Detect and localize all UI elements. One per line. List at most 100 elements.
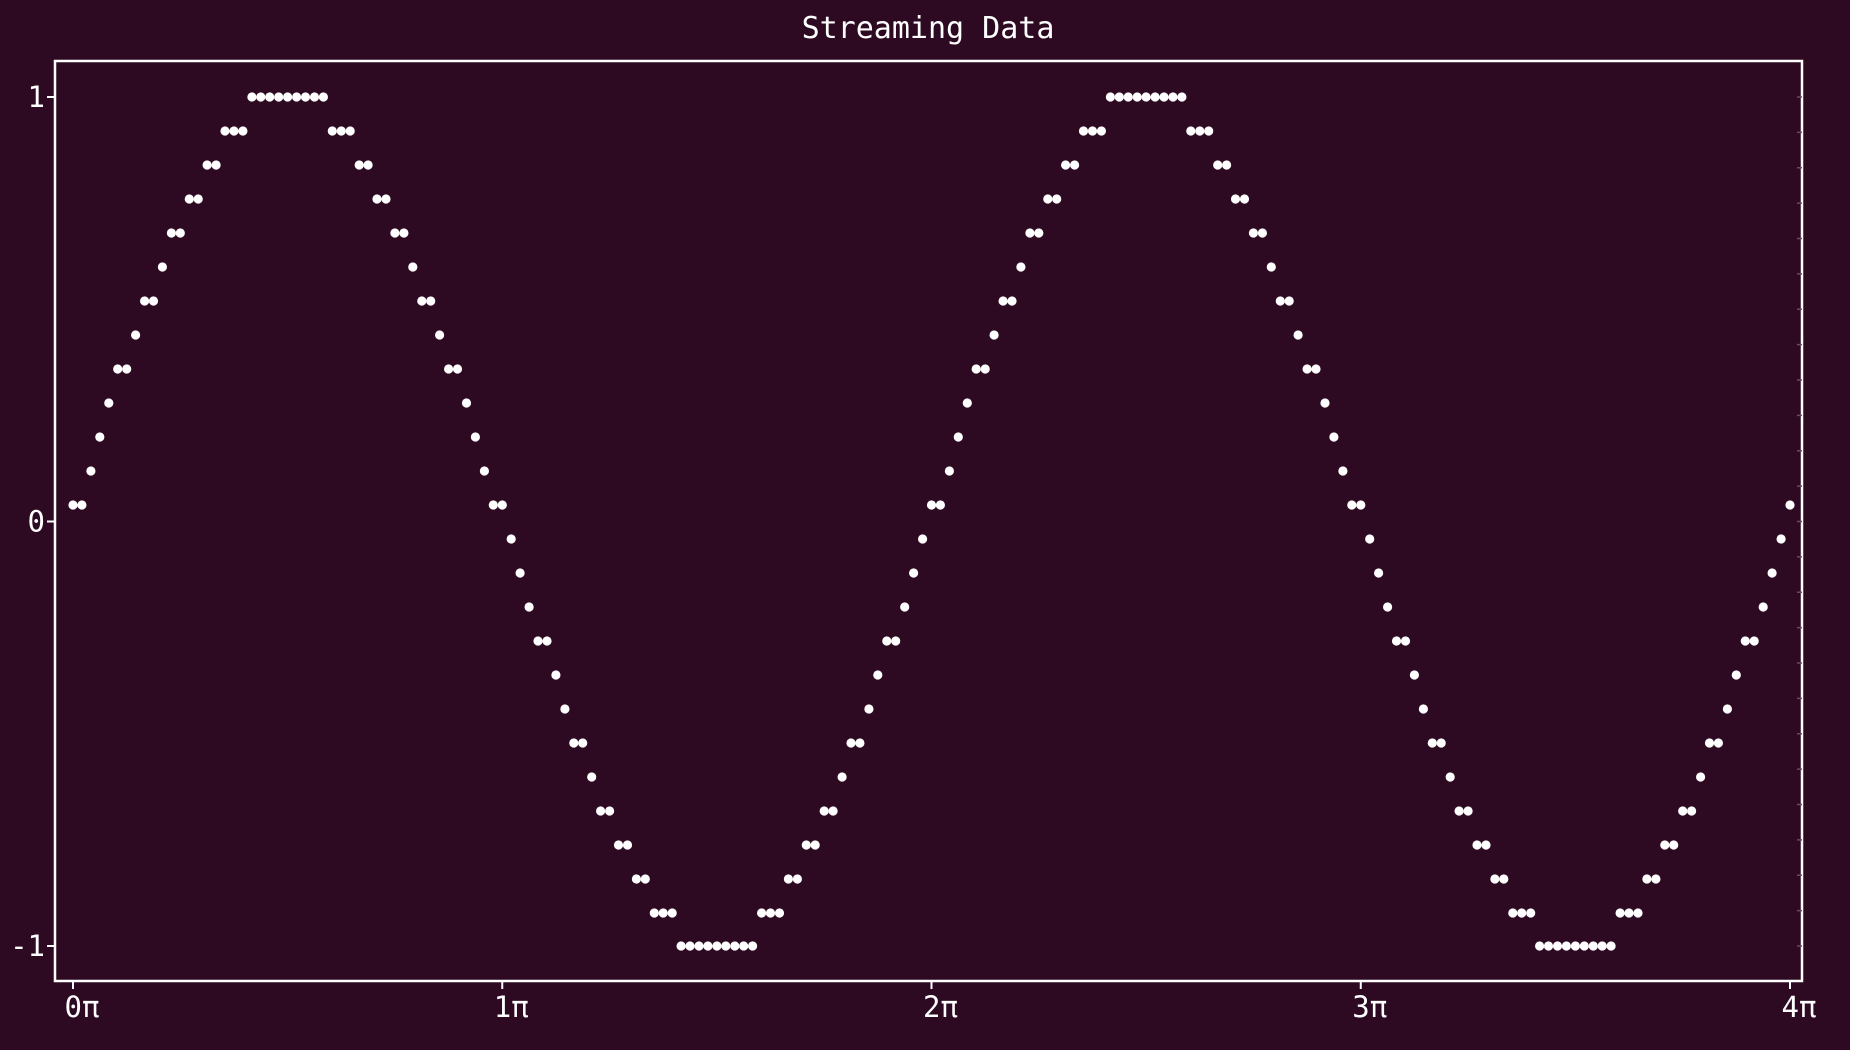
- data-point: [1409, 670, 1419, 680]
- data-point: [1436, 738, 1446, 748]
- data-point: [1579, 941, 1589, 951]
- data-point: [1597, 941, 1607, 951]
- data-point: [1078, 126, 1089, 136]
- data-point: [104, 398, 114, 408]
- data-point: [1624, 908, 1634, 918]
- data-point: [193, 194, 203, 204]
- data-point: [1168, 92, 1178, 102]
- data-point: [1374, 568, 1384, 578]
- data-point: [408, 262, 418, 272]
- data-point: [1320, 398, 1330, 408]
- data-point: [658, 908, 668, 918]
- data-point: [1061, 160, 1071, 170]
- data-point: [1141, 92, 1151, 102]
- data-point: [1704, 738, 1715, 748]
- data-point: [998, 296, 1008, 306]
- data-point: [828, 806, 838, 816]
- data-point: [676, 941, 686, 951]
- data-point: [461, 398, 472, 408]
- x-tick-label: 0π: [65, 990, 100, 1024]
- data-point: [113, 364, 123, 374]
- data-point: [1767, 568, 1777, 578]
- data-point: [1678, 806, 1688, 816]
- data-point: [1490, 874, 1500, 884]
- data-point: [900, 602, 910, 612]
- data-point: [774, 908, 785, 918]
- data-point: [435, 330, 445, 340]
- data-point: [1114, 92, 1124, 102]
- data-point: [1132, 92, 1142, 102]
- data-point: [1552, 941, 1563, 951]
- data-point: [703, 941, 713, 951]
- data-point: [1731, 670, 1741, 680]
- data-point: [372, 194, 382, 204]
- data-point: [1159, 92, 1169, 102]
- data-point: [783, 874, 794, 884]
- x-axis: 0π 1π 2π 3π 4π: [65, 981, 1817, 1024]
- data-point: [256, 92, 266, 102]
- data-point: [685, 941, 695, 951]
- data-point: [631, 874, 642, 884]
- x-tick-label: 4π: [1782, 990, 1817, 1024]
- data-point: [578, 738, 588, 748]
- data-point: [318, 92, 328, 102]
- data-point: [1239, 194, 1250, 204]
- data-point: [1400, 636, 1411, 646]
- data-point: [283, 92, 293, 102]
- data-point: [533, 636, 543, 646]
- data-point: [327, 126, 337, 136]
- plot-frame: [53, 59, 1804, 983]
- data-point: [1722, 704, 1732, 714]
- data-point: [1293, 330, 1303, 340]
- data-point: [1311, 364, 1321, 374]
- data-point: [1499, 874, 1509, 884]
- data-point: [238, 126, 248, 136]
- data-point: [497, 500, 507, 510]
- data-point: [452, 364, 463, 374]
- data-point: [1043, 194, 1053, 204]
- data-point: [1669, 840, 1679, 850]
- data-point: [1615, 908, 1625, 918]
- data-point: [1606, 941, 1616, 951]
- data-point: [122, 364, 132, 374]
- data-point: [166, 228, 176, 238]
- data-point: [1696, 772, 1706, 782]
- data-point: [1740, 636, 1750, 646]
- data-point: [1463, 806, 1473, 816]
- data-point: [1651, 874, 1661, 884]
- data-point: [846, 738, 856, 748]
- y-axis: 1 0 -1: [10, 80, 55, 963]
- data-point: [712, 941, 722, 951]
- data-point: [891, 636, 901, 646]
- data-point: [605, 806, 615, 816]
- data-point: [1266, 262, 1276, 272]
- data-points: [68, 92, 1795, 951]
- data-point: [1481, 840, 1491, 850]
- data-point: [354, 160, 364, 170]
- data-point: [300, 92, 311, 102]
- data-point: [1204, 126, 1214, 136]
- data-point: [730, 941, 740, 951]
- data-point: [935, 500, 946, 510]
- data-point: [77, 500, 87, 510]
- data-point: [1535, 941, 1545, 951]
- data-point: [542, 636, 552, 646]
- data-point: [515, 568, 525, 578]
- data-point: [980, 364, 990, 374]
- data-point: [309, 92, 320, 102]
- data-point: [667, 908, 677, 918]
- data-point: [1642, 874, 1652, 884]
- data-point: [140, 296, 150, 306]
- data-point: [1275, 296, 1285, 306]
- data-point: [220, 126, 230, 136]
- data-point: [95, 432, 105, 442]
- data-point: [1427, 738, 1437, 748]
- data-point: [855, 738, 865, 748]
- data-point: [524, 602, 534, 612]
- x-tick-label: 3π: [1352, 990, 1387, 1024]
- data-point: [157, 262, 167, 272]
- data-point: [792, 874, 803, 884]
- data-point: [1687, 806, 1697, 816]
